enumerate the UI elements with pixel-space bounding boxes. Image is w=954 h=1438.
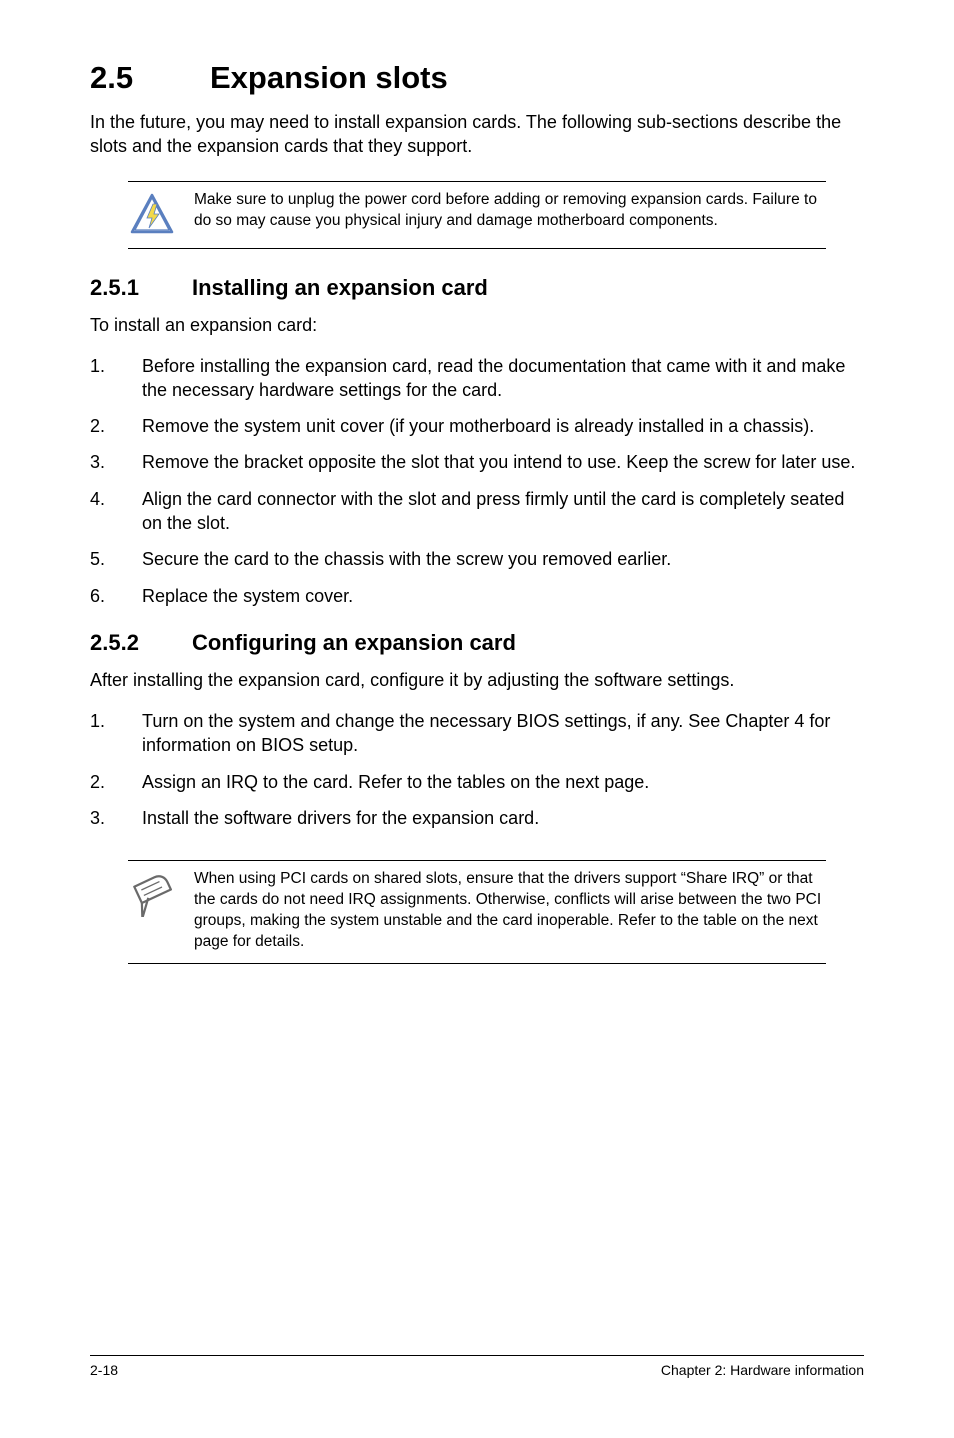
section-title: Expansion slots (210, 60, 448, 95)
subsection-1-title: Installing an expansion card (192, 275, 488, 300)
section-heading: 2.5Expansion slots (90, 60, 864, 96)
step-text: Align the card connector with the slot a… (142, 487, 864, 536)
list-item: 2.Assign an IRQ to the card. Refer to th… (90, 770, 864, 794)
list-item: 5.Secure the card to the chassis with th… (90, 547, 864, 571)
subsection-1-number: 2.5.1 (90, 275, 192, 301)
footer-page-number: 2-18 (90, 1362, 118, 1378)
subsection-2-lead: After installing the expansion card, con… (90, 670, 864, 691)
note-icon (128, 869, 176, 917)
list-item: 2.Remove the system unit cover (if your … (90, 414, 864, 438)
subsection-2-title: Configuring an expansion card (192, 630, 516, 655)
step-number: 3. (90, 450, 142, 474)
note-callout: When using PCI cards on shared slots, en… (128, 860, 826, 964)
subsection-1-lead: To install an expansion card: (90, 315, 864, 336)
footer-chapter-title: Chapter 2: Hardware information (661, 1362, 864, 1378)
step-number: 1. (90, 709, 142, 758)
list-item: 4.Align the card connector with the slot… (90, 487, 864, 536)
step-number: 1. (90, 354, 142, 403)
step-number: 6. (90, 584, 142, 608)
step-text: Assign an IRQ to the card. Refer to the … (142, 770, 864, 794)
subsection-2-number: 2.5.2 (90, 630, 192, 656)
list-item: 3.Remove the bracket opposite the slot t… (90, 450, 864, 474)
step-number: 2. (90, 770, 142, 794)
subsection-1-steps: 1.Before installing the expansion card, … (90, 354, 864, 608)
subsection-2-heading: 2.5.2Configuring an expansion card (90, 630, 864, 656)
page-container: 2.5Expansion slots In the future, you ma… (0, 0, 954, 1438)
step-text: Remove the system unit cover (if your mo… (142, 414, 864, 438)
subsection-1-heading: 2.5.1Installing an expansion card (90, 275, 864, 301)
note-text: When using PCI cards on shared slots, en… (194, 869, 826, 953)
step-number: 5. (90, 547, 142, 571)
step-text: Replace the system cover. (142, 584, 864, 608)
step-number: 2. (90, 414, 142, 438)
step-text: Remove the bracket opposite the slot tha… (142, 450, 864, 474)
warning-callout: Make sure to unplug the power cord befor… (128, 181, 826, 249)
step-text: Secure the card to the chassis with the … (142, 547, 864, 571)
subsection-2-steps: 1.Turn on the system and change the nece… (90, 709, 864, 830)
list-item: 6.Replace the system cover. (90, 584, 864, 608)
step-number: 3. (90, 806, 142, 830)
warning-text: Make sure to unplug the power cord befor… (194, 190, 826, 232)
step-text: Turn on the system and change the necess… (142, 709, 864, 758)
section-number: 2.5 (90, 60, 210, 96)
step-text: Install the software drivers for the exp… (142, 806, 864, 830)
section-intro: In the future, you may need to install e… (90, 110, 864, 159)
page-footer: 2-18 Chapter 2: Hardware information (90, 1355, 864, 1378)
list-item: 3.Install the software drivers for the e… (90, 806, 864, 830)
list-item: 1.Before installing the expansion card, … (90, 354, 864, 403)
warning-icon (128, 190, 176, 238)
list-item: 1.Turn on the system and change the nece… (90, 709, 864, 758)
step-number: 4. (90, 487, 142, 536)
step-text: Before installing the expansion card, re… (142, 354, 864, 403)
